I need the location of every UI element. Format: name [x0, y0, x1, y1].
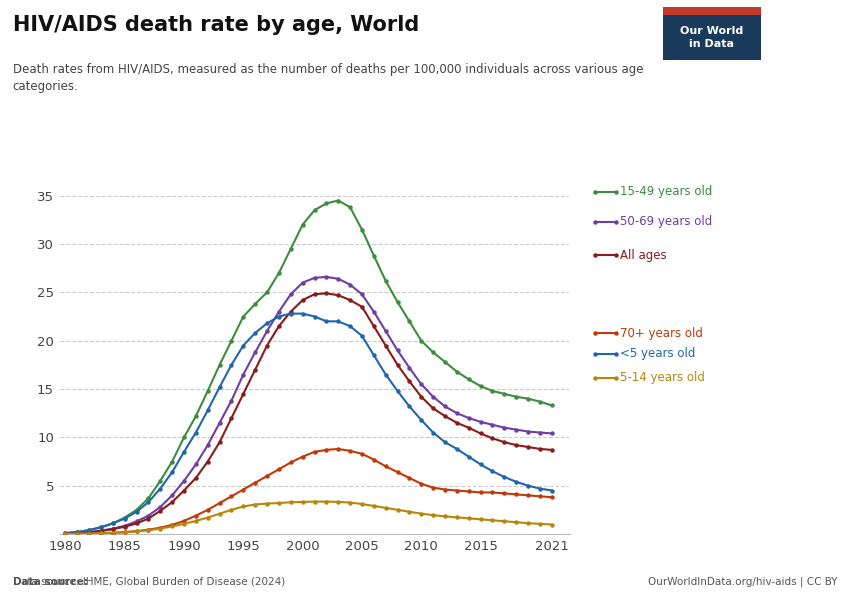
Text: Death rates from HIV/AIDS, measured as the number of deaths per 100,000 individu: Death rates from HIV/AIDS, measured as t… [13, 63, 643, 93]
Text: Data source: IHME, Global Burden of Disease (2024): Data source: IHME, Global Burden of Dise… [13, 577, 285, 587]
Text: <5 years old: <5 years old [620, 347, 696, 361]
Text: HIV/AIDS death rate by age, World: HIV/AIDS death rate by age, World [13, 15, 419, 35]
Text: Data source:: Data source: [13, 577, 88, 587]
Text: 70+ years old: 70+ years old [620, 326, 703, 340]
Text: All ages: All ages [620, 248, 667, 262]
Text: 5-14 years old: 5-14 years old [620, 371, 706, 385]
Text: 50-69 years old: 50-69 years old [620, 215, 713, 229]
Text: OurWorldInData.org/hiv-aids | CC BY: OurWorldInData.org/hiv-aids | CC BY [648, 576, 837, 587]
Text: Our World
in Data: Our World in Data [680, 26, 744, 49]
Text: 15-49 years old: 15-49 years old [620, 185, 713, 199]
